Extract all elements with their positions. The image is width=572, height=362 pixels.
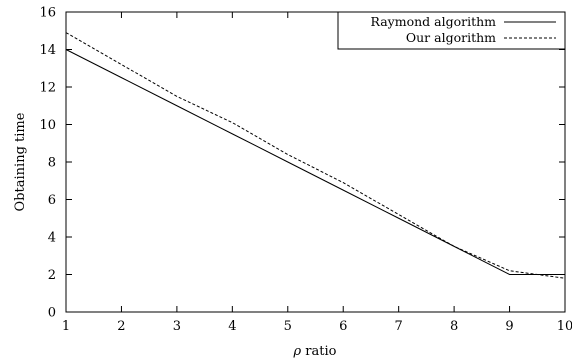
legend-box	[337, 11, 566, 50]
x-tick-label: 9	[505, 319, 513, 334]
x-tick-label: 3	[173, 319, 181, 334]
y-tick-label: 4	[48, 231, 56, 246]
series-layer	[65, 32, 566, 279]
plot-frame	[65, 11, 566, 313]
x-axis-title: ρ ratio	[293, 344, 337, 359]
x-tick-label: 10	[557, 319, 572, 334]
x-axis-title-symbol: ρ	[293, 344, 302, 359]
x-tick-label: 2	[117, 319, 125, 334]
y-axis-title: Obtaining time	[13, 112, 28, 211]
x-tick-label: 7	[395, 319, 403, 334]
y-tick-label: 6	[48, 193, 56, 208]
y-tick-label: 10	[39, 118, 56, 133]
y-tick-label: 14	[39, 43, 56, 58]
x-tick-label: 8	[450, 319, 458, 334]
legend-label-raymond: Raymond algorithm	[371, 14, 497, 29]
x-tick-label: 6	[339, 319, 347, 334]
x-tick-label: 5	[284, 319, 292, 334]
y-tick-label: 0	[48, 306, 56, 321]
x-axis-title-text: ratio	[301, 344, 336, 359]
y-tick-label: 2	[48, 268, 56, 283]
series-line-raymond	[65, 49, 565, 275]
y-tick-label: 12	[39, 81, 56, 96]
y-tick-label: 16	[39, 6, 56, 21]
x-tick-label: 4	[228, 319, 236, 334]
series-line-ours	[65, 32, 566, 279]
y-tick-label: 8	[48, 156, 56, 171]
legend-label-ours: Our algorithm	[406, 30, 496, 45]
legend: Raymond algorithm Our algorithm	[337, 11, 566, 50]
x-tick-label: 1	[62, 319, 70, 334]
